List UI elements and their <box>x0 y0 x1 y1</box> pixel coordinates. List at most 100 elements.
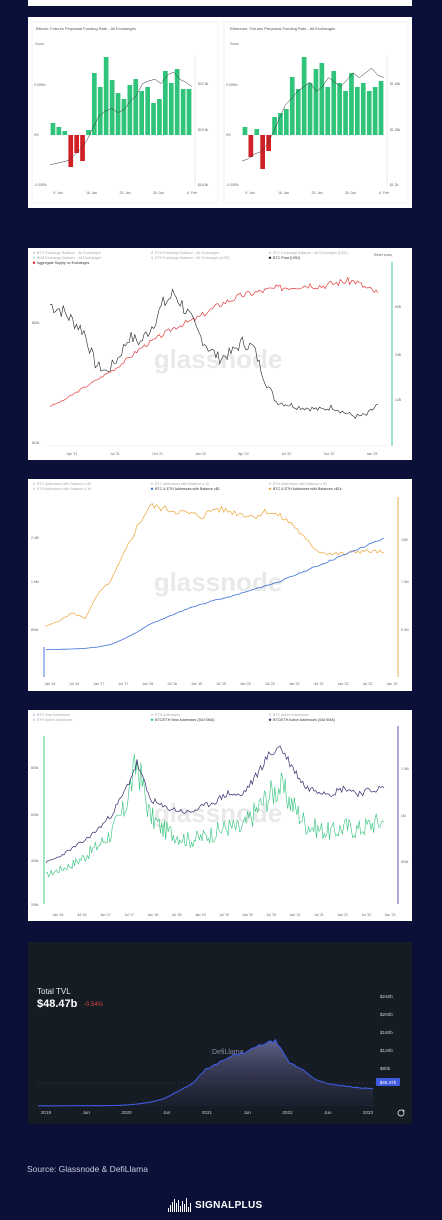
funding-bar <box>260 135 265 169</box>
x-tick-label: Oct '21 <box>152 452 163 456</box>
x-tick-label: Jul '16 <box>70 682 80 686</box>
x-tick-label: 2022 <box>282 1110 293 1115</box>
legend-label: BTC Exchange Balance - All Exchanges [US… <box>273 251 348 255</box>
y2-tick-label: 1.5M <box>401 767 409 771</box>
y2-tick-label: 1M <box>401 814 406 818</box>
legend-dot <box>32 718 36 721</box>
legend-dot <box>268 256 272 259</box>
funding-bar <box>272 117 277 135</box>
refresh-icon[interactable] <box>397 1109 405 1117</box>
funding-rates-panel: Bitcoin: Futures Perpetual Funding Rate … <box>28 17 412 208</box>
y-tick-label: 0% <box>34 133 39 137</box>
y-tick-label: 0.005% <box>226 83 238 87</box>
y-tick-label: 2.4M <box>31 536 39 540</box>
x-tick-label: Jun <box>324 1110 332 1115</box>
funding-bar <box>145 87 150 135</box>
legend-label: ETH Addresses <box>155 713 180 717</box>
x-tick-label: Jan '23 <box>385 913 396 917</box>
legend-dot <box>268 251 272 254</box>
x-tick-label: Jul '19 <box>219 913 229 917</box>
legend-dot <box>150 482 154 485</box>
legend-label: BTC & ETH Addresses with Balance ≥$1 <box>155 487 220 491</box>
x-tick-label: 9. Jan <box>245 191 254 195</box>
funding-bar <box>278 113 283 135</box>
funding-bar <box>343 91 348 135</box>
legend-dot <box>268 482 272 485</box>
address-balance-chart: glassnode BTC Addresses with Balance ≥ $… <box>31 482 409 686</box>
funding-bar <box>50 123 56 135</box>
reset-zoom-button[interactable]: Reset zoom <box>374 253 392 257</box>
legend-dot <box>150 251 154 254</box>
x-tick-label: Jan '19 <box>195 913 206 917</box>
x-tick-label: Jan '17 <box>100 913 111 917</box>
y2-tick-label: $16.5k <box>198 183 208 187</box>
x-tick-label: Jun <box>244 1110 252 1115</box>
funding-bar <box>313 69 319 135</box>
exchange-supply-panel: glassnode BTC Exchange Balance - All Exc… <box>28 248 412 460</box>
y-tick-label: -0.005% <box>34 183 47 187</box>
tvl-area <box>38 1039 373 1106</box>
legend-label: BTC/ETH New Addresses (30d SMA) <box>155 718 215 722</box>
y2-tick-label: $1.35k <box>390 128 400 132</box>
legend-dot <box>32 487 36 490</box>
y2-tick-label: 500k <box>401 860 409 864</box>
legend-dot <box>268 718 272 721</box>
x-tick-label: Jan '23 <box>367 452 378 456</box>
x-tick-label: Jul '16 <box>77 913 87 917</box>
funding-bar <box>174 69 180 135</box>
x-tick-label: Jul '22 <box>363 682 373 686</box>
tvl-value: $48.47b <box>37 998 78 1010</box>
funding-bar <box>115 93 121 135</box>
funding-rate-charts: Bitcoin: Futures Perpetual Funding Rate … <box>28 17 412 208</box>
legend-dot <box>32 251 36 254</box>
x-tick-label: Jan '19 <box>191 682 202 686</box>
legend-label: BTC Addresses with Balance ≥ $1 <box>37 482 91 486</box>
eth-zoom-label[interactable]: Zoom <box>230 42 239 46</box>
tvl-label: Total TVL <box>37 987 71 996</box>
y2-tick-label: $22.5k <box>198 82 208 86</box>
btc-zoom-label[interactable]: Zoom <box>35 42 44 46</box>
brand-logo: SIGNALPLUS <box>168 1198 262 1212</box>
x-tick-label: 9. Jan <box>53 191 62 195</box>
legend-dot <box>32 256 36 259</box>
funding-bar <box>319 63 325 135</box>
funding-bar <box>254 129 260 135</box>
legend-label: BTC/ETH Active Addresses (30d SMA) <box>273 718 335 722</box>
btc-price-line <box>49 288 379 419</box>
y-tick-label: 0% <box>226 133 231 137</box>
exchange-supply-chart: glassnode BTC Exchange Balance - All Exc… <box>32 251 402 456</box>
btc-funding-plot: 0.005% 0% -0.005% $22.5k $19.5k $16.5k 9. Jan 1… <box>34 55 208 195</box>
y-tick-label: 0.005% <box>34 83 46 87</box>
funding-bar <box>360 83 366 135</box>
x-tick-label: Jul '21 <box>314 682 324 686</box>
x-tick-label: Jan '23 <box>387 682 398 686</box>
x-tick-label: Jan '20 <box>242 913 253 917</box>
x-tick-label: 23. Jan <box>311 191 322 195</box>
funding-bar <box>92 73 97 135</box>
active-addresses-panel: glassnode BTC New Addresses ETH Addresses… <box>28 710 412 921</box>
x-tick-label: Jul '18 <box>172 913 182 917</box>
funding-bar <box>301 57 307 135</box>
funding-bar <box>248 135 254 157</box>
y2-tick-label: $1.56k <box>390 82 400 86</box>
funding-bar <box>163 71 168 135</box>
x-tick-label: Jan '16 <box>53 913 64 917</box>
x-tick-label: Jul '17 <box>124 913 134 917</box>
legend-dot <box>268 713 272 716</box>
active-addresses-chart: glassnode BTC New Addresses ETH Addresses… <box>31 713 409 917</box>
x-tick-label: 30. Jan <box>345 191 356 195</box>
funding-bar <box>266 135 271 151</box>
funding-bar <box>97 87 103 135</box>
legend-label: BTC Price [USD] <box>273 256 300 260</box>
x-tick-label: Jul '17 <box>118 682 128 686</box>
funding-bar <box>127 85 133 135</box>
y2-tick-label: $1.2k <box>390 183 399 187</box>
x-tick-label: Jul '22 <box>281 452 291 456</box>
tvl-plot: $240b $200b $160b $120b $80b $48.47b 2019 Jun 20… <box>38 994 400 1115</box>
funding-bar <box>325 87 331 135</box>
y-tick-label: $80b <box>380 1066 391 1071</box>
funding-bar <box>80 135 85 161</box>
y-tick-label: 600k <box>31 813 39 817</box>
funding-bar <box>378 81 384 135</box>
x-tick-label: Jul '20 <box>267 913 277 917</box>
